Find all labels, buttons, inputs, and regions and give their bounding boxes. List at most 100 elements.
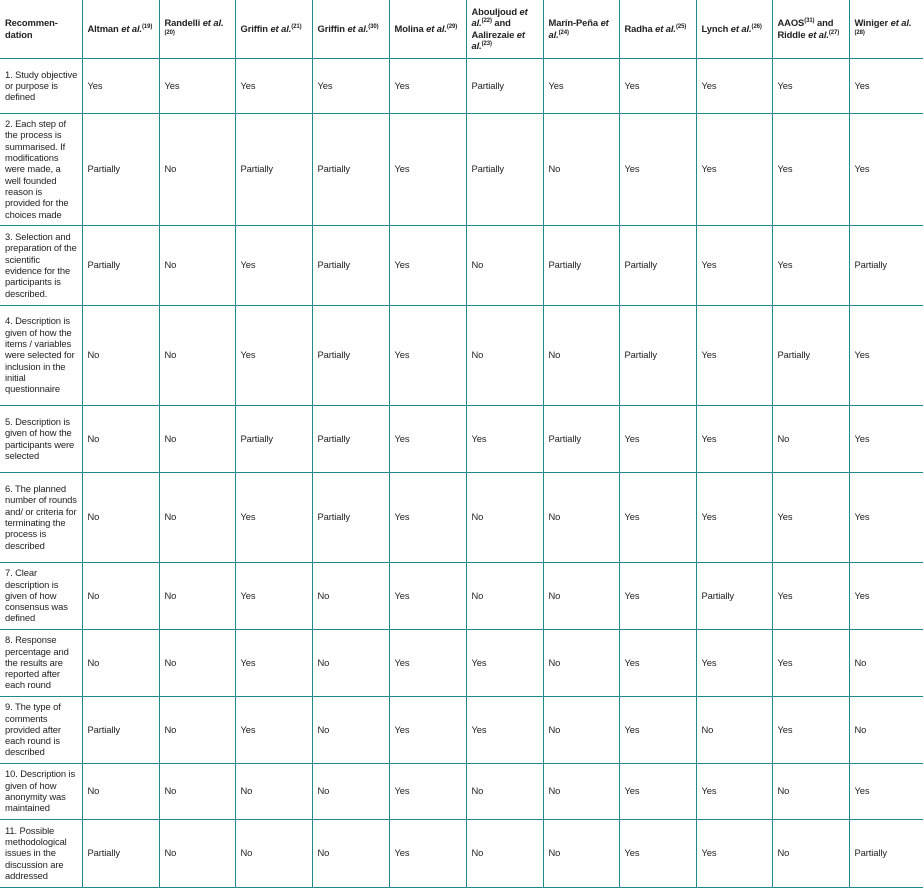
assessment-cell: Yes	[771, 112, 850, 226]
assessment-cell: No	[542, 628, 620, 697]
author-name: AAOS	[777, 17, 805, 29]
assessment-cell: Yes	[771, 57, 850, 114]
reference-number: (29)	[446, 24, 458, 31]
assessment-cell: No	[465, 818, 544, 888]
column-header: Marín-Peña et al.(24)	[542, 0, 620, 59]
column-header: Griffin et al.(30)	[311, 0, 390, 59]
assessment-cell: Partially	[465, 112, 544, 226]
author-name: Griffin	[317, 23, 346, 35]
reference-number: (28)	[854, 29, 865, 36]
assessment-cell: Yes	[465, 695, 544, 764]
reference-number: (23)	[481, 41, 492, 48]
assessment-cell: Yes	[848, 762, 923, 820]
et-al: et al.	[471, 28, 526, 52]
assessment-cell: No	[542, 762, 620, 820]
assessment-cell: No	[158, 404, 236, 473]
assessment-cell: Yes	[848, 112, 923, 226]
assessment-cell: No	[158, 561, 236, 630]
reference-number: (22)	[481, 18, 492, 25]
assessment-cell: Yes	[695, 762, 773, 820]
assessment-cell: Yes	[695, 224, 773, 306]
assessment-cell: Partially	[542, 404, 620, 473]
assessment-cell: No	[158, 762, 236, 820]
assessment-cell: No	[311, 561, 390, 630]
assessment-cell: Yes	[618, 628, 697, 697]
assessment-cell: No	[158, 695, 236, 764]
assessment-cell: No	[81, 471, 160, 563]
table-row: 10. Description is given of how anonymit…	[0, 762, 923, 820]
assessment-cell: Yes	[234, 561, 313, 630]
assessment-cell: Partially	[234, 112, 313, 226]
column-header: Griffin et al.(21)	[234, 0, 313, 59]
assessment-cell: Yes	[618, 695, 697, 764]
table-body: 1. Study objective or purpose is defined…	[0, 57, 923, 888]
assessment-cell: Yes	[465, 404, 544, 473]
assessment-cell: Yes	[234, 304, 313, 406]
author-name: Altman	[87, 23, 119, 35]
recommendation-label: 9. The type of comments provided after e…	[0, 695, 83, 764]
assessment-cell: No	[848, 628, 923, 697]
recommendation-label: 1. Study objective or purpose is defined	[0, 57, 83, 114]
joiner: and	[494, 17, 511, 29]
assessment-cell: Yes	[388, 404, 467, 473]
assessment-cell: Yes	[388, 695, 467, 764]
assessment-cell: Yes	[388, 471, 467, 563]
author-name: Radha	[624, 23, 653, 35]
assessment-cell: Yes	[234, 628, 313, 697]
assessment-cell: Yes	[234, 695, 313, 764]
assessment-cell: No	[158, 818, 236, 888]
assessment-cell: No	[311, 818, 390, 888]
assessment-cell: Yes	[542, 57, 620, 114]
reference-number: (24)	[558, 29, 569, 36]
column-header: Abouljoud et al.(22) and Aalirezaie et a…	[465, 0, 544, 59]
assessment-cell: Yes	[771, 628, 850, 697]
assessment-cell: Yes	[695, 112, 773, 226]
et-al: et al.	[202, 17, 224, 29]
assessment-cell: Yes	[311, 57, 390, 114]
assessment-cell: Yes	[388, 224, 467, 306]
joiner: and	[816, 17, 834, 29]
assessment-cell: No	[81, 762, 160, 820]
et-al: et al.	[426, 23, 447, 35]
assessment-cell: Yes	[848, 471, 923, 563]
assessment-cell: Yes	[771, 695, 850, 764]
assessment-cell: Yes	[771, 471, 850, 563]
assessment-cell: Yes	[771, 224, 850, 306]
table-row: 9. The type of comments provided after e…	[0, 695, 923, 764]
assessment-cell: No	[542, 818, 620, 888]
table-row: 5. Description is given of how the parti…	[0, 404, 923, 473]
header-row: Recommen-dation Altman et al.(19) Randell…	[0, 0, 923, 59]
header-recommendation: Recommen-dation	[0, 0, 83, 59]
assessment-cell: Yes	[388, 762, 467, 820]
assessment-cell: Yes	[618, 818, 697, 888]
et-al: et al.	[730, 23, 752, 35]
assessment-cell: Yes	[848, 404, 923, 473]
assessment-cell: Partially	[311, 404, 390, 473]
table-row: 8. Response percentage and the results a…	[0, 628, 923, 697]
assessment-cell: Yes	[695, 471, 773, 563]
reference-number: (30)	[368, 24, 379, 31]
assessment-cell: Partially	[234, 404, 313, 473]
assessment-cell: Partially	[771, 304, 850, 406]
recommendation-label: 3. Selection and preparation of the scie…	[0, 224, 83, 306]
et-al: et al.	[890, 17, 912, 29]
et-al: et al.	[808, 28, 829, 40]
assessment-cell: No	[542, 561, 620, 630]
assessment-cell: No	[542, 471, 620, 563]
reference-number: (27)	[828, 29, 840, 36]
assessment-cell: No	[465, 224, 544, 306]
assessment-cell: No	[158, 628, 236, 697]
assessment-cell: No	[158, 304, 236, 406]
assessment-cell: No	[771, 404, 850, 473]
assessment-cell: Partially	[848, 224, 923, 306]
et-al: et al.	[655, 23, 676, 35]
assessment-cell: Partially	[848, 818, 923, 888]
assessment-cell: Yes	[848, 304, 923, 406]
assessment-cell: No	[695, 695, 773, 764]
assessment-cell: Yes	[158, 57, 236, 114]
table-row: 4. Description is given of how the items…	[0, 304, 923, 406]
assessment-cell: No	[542, 112, 620, 226]
reference-number: (20)	[164, 29, 175, 36]
assessment-cell: Partially	[542, 224, 620, 306]
assessment-cell: Partially	[81, 224, 160, 306]
